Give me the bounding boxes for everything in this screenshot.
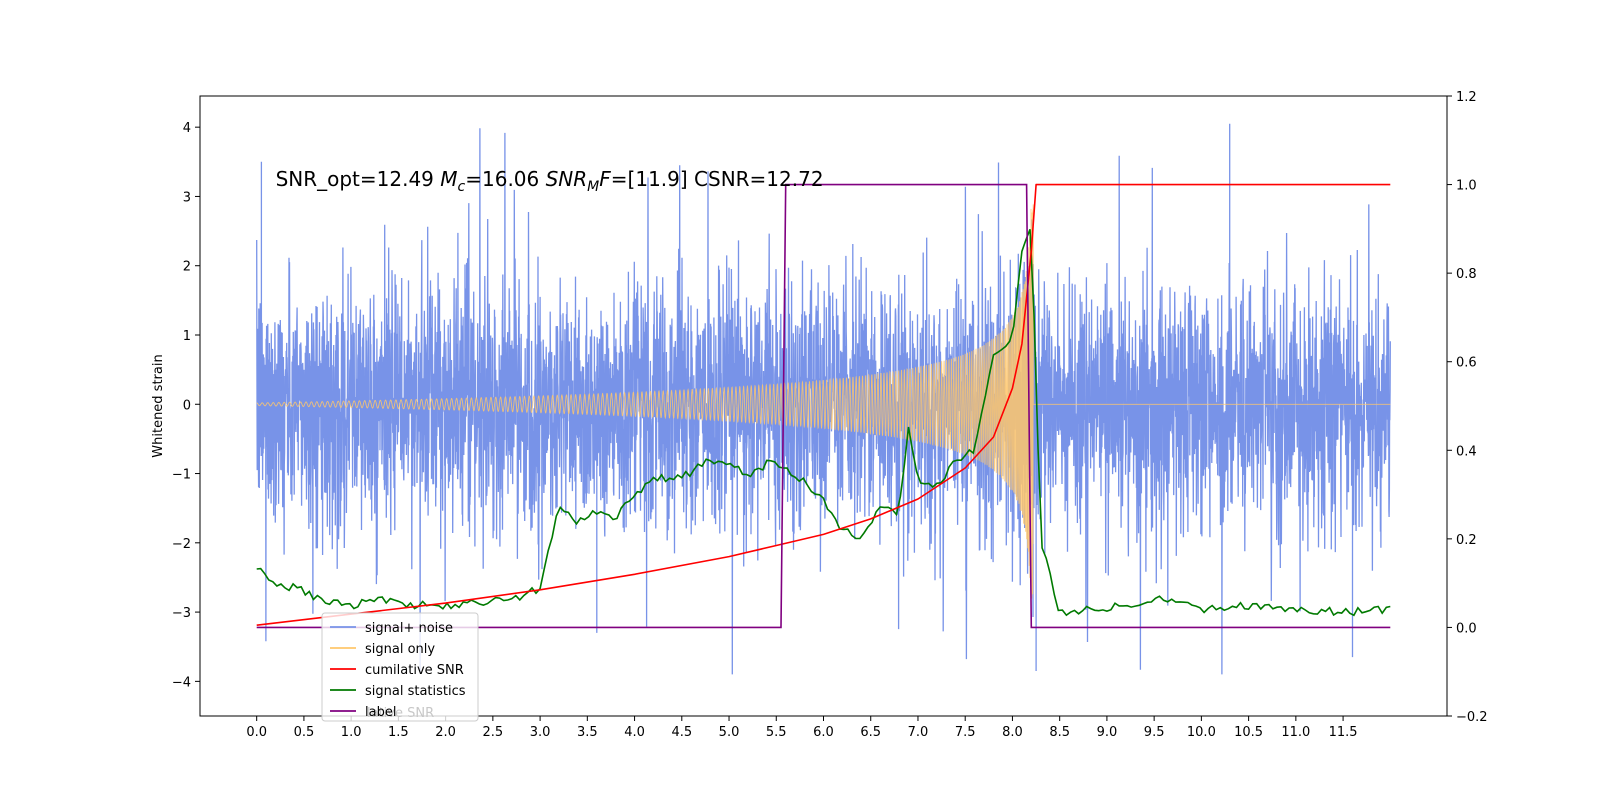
x-tick-label: 0.0	[246, 725, 267, 740]
x-tick-label: 7.5	[955, 725, 976, 740]
annotation-snr-f: F	[599, 167, 611, 191]
x-tick-label: 2.5	[483, 725, 504, 740]
x-tick-label: 10.5	[1234, 725, 1263, 740]
signal-only-layer	[256, 204, 1391, 599]
y-axis-label-left: Whitened strain	[151, 354, 166, 457]
cumulative-snr-line	[256, 183, 1391, 626]
legend-ghost-text: lative SNR	[367, 706, 434, 721]
annotation-mc-symbol: M	[440, 167, 457, 191]
legend-label: signal only	[365, 642, 435, 657]
x-tick-label: 10.0	[1187, 725, 1216, 740]
x-tick-label: 5.0	[719, 725, 740, 740]
y-tick-label-right: 0.0	[1456, 621, 1477, 636]
x-tick-label: 1.0	[341, 725, 362, 740]
axis-ticks: 0.0 0.5 1.0 1.5 2.0 2.5 3.0 3.5 4.0 4.5 5.0 5.5 6.0 6…	[172, 90, 1488, 740]
x-tick-label: 5.5	[766, 725, 787, 740]
y-tick-label-right: 0.2	[1456, 533, 1477, 548]
legend: lative SNR signal+ noise signal only cumila…	[321, 612, 479, 722]
x-tick-label: 0.5	[294, 725, 315, 740]
annotation-snr-symbol: SNR	[546, 167, 588, 191]
annotation-text: SNR_opt=12.49 Mc=16.06 SNRMF=[11.9] CSNR…	[276, 167, 824, 195]
x-tick-label: 11.5	[1329, 725, 1358, 740]
x-tick-label: 7.0	[908, 725, 929, 740]
y-tick-label-left: 4	[183, 121, 191, 136]
y-tick-label-left: −2	[172, 537, 191, 552]
y-tick-label-left: −3	[172, 606, 191, 621]
y-tick-label-right: 0.4	[1456, 444, 1477, 459]
y-tick-label-left: 2	[183, 260, 191, 275]
legend-box	[321, 612, 479, 722]
x-tick-label: 4.5	[671, 725, 692, 740]
y-tick-label-left: 1	[183, 329, 191, 344]
signal-noise-line	[256, 123, 1391, 675]
x-tick-label: 4.0	[624, 725, 645, 740]
y-tick-label-right: 1.0	[1456, 179, 1477, 194]
y-tick-label-left: 0	[183, 398, 191, 413]
x-tick-label: 3.5	[577, 725, 598, 740]
x-tick-label: 8.0	[1002, 725, 1023, 740]
x-tick-label: 1.5	[388, 725, 409, 740]
y-tick-label-left: −4	[172, 675, 191, 690]
signal-only-line	[256, 204, 1391, 599]
y-tick-label-right: −0.2	[1456, 710, 1488, 725]
y-tick-label-left: 3	[183, 190, 191, 205]
x-tick-label: 9.0	[1097, 725, 1118, 740]
x-tick-label: 3.0	[530, 725, 551, 740]
x-tick-label: 6.0	[813, 725, 834, 740]
y-tick-label-right: 0.8	[1456, 267, 1477, 282]
signal-statistics-layer	[256, 229, 1391, 617]
annotation-mc-sub: c	[458, 179, 466, 195]
annotation-snr-sub: M	[587, 179, 599, 195]
x-tick-label: 9.5	[1144, 725, 1165, 740]
y-tick-label-right: 0.6	[1456, 356, 1477, 371]
legend-label: signal+ noise	[365, 621, 453, 636]
signal-noise-layer	[256, 123, 1391, 675]
y-tick-label-right: 1.2	[1456, 90, 1477, 105]
annotation-snr-value: =[11.9] CSNR=12.72	[611, 167, 824, 191]
x-tick-label: 2.0	[435, 725, 456, 740]
legend-label: signal statistics	[365, 684, 466, 699]
x-tick-label: 8.5	[1049, 725, 1070, 740]
x-tick-label: 11.0	[1281, 725, 1310, 740]
label-line	[256, 183, 1391, 629]
annotation-snr-opt: SNR_opt=12.49	[276, 167, 441, 191]
x-tick-label: 6.5	[860, 725, 881, 740]
legend-label: label	[365, 705, 396, 720]
y-tick-label-left: −1	[172, 468, 191, 483]
signal-statistics-line	[256, 229, 1391, 617]
annotation-mc-value: =16.06	[465, 167, 545, 191]
legend-label: cumilative SNR	[365, 663, 464, 678]
label-layer	[256, 183, 1391, 629]
cumulative-snr-layer	[256, 183, 1391, 626]
